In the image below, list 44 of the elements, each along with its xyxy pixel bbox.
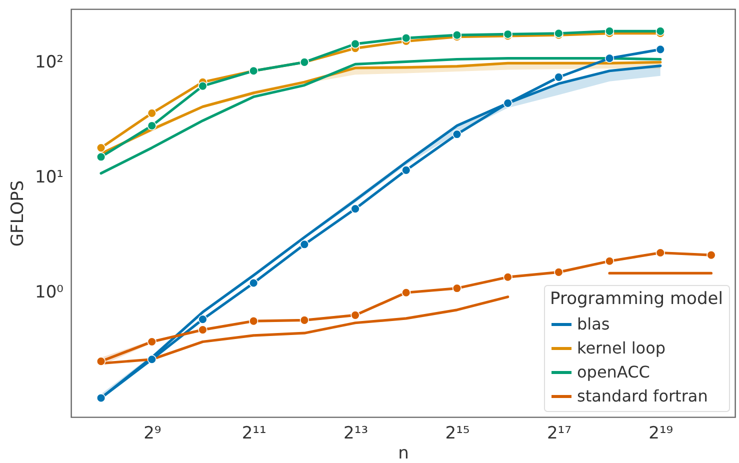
point <box>350 39 360 49</box>
legend-label: standard fortran <box>577 386 708 406</box>
legend-title: Programming model <box>550 289 723 309</box>
point <box>706 250 716 260</box>
point <box>96 143 106 152</box>
point <box>147 121 156 130</box>
x-tick-label: 2¹¹ <box>242 424 266 444</box>
point <box>604 256 614 266</box>
point <box>604 54 614 63</box>
point <box>350 204 360 214</box>
point <box>402 34 411 43</box>
point <box>96 152 106 162</box>
point <box>350 310 360 320</box>
x-tick-label: 2¹⁵ <box>445 424 470 444</box>
point <box>554 72 564 82</box>
point <box>248 278 258 288</box>
x-tick-label: 2⁹ <box>144 424 162 444</box>
point <box>300 240 310 249</box>
y-tick-label: 10¹ <box>35 168 64 188</box>
point <box>402 166 411 175</box>
point <box>503 98 512 108</box>
point <box>452 284 462 293</box>
point <box>198 325 208 334</box>
point <box>147 354 156 364</box>
point <box>147 108 156 118</box>
point <box>147 337 156 346</box>
point <box>96 393 106 403</box>
x-tick-label: 2¹⁷ <box>546 424 572 444</box>
point <box>198 314 208 324</box>
point <box>656 44 665 54</box>
point <box>198 81 208 91</box>
x-axis-title: n <box>398 444 409 463</box>
point <box>300 316 310 325</box>
point <box>96 356 106 366</box>
point <box>452 130 462 139</box>
x-tick-label: 2¹³ <box>344 424 368 444</box>
y-tick-label: 10² <box>35 52 64 73</box>
legend-label: blas <box>577 314 610 334</box>
y-tick-label: 10⁰ <box>35 282 64 303</box>
legend-label: kernel loop <box>577 338 666 358</box>
legend-label: openACC <box>577 362 650 382</box>
y-axis-title: GFLOPS <box>8 180 28 247</box>
point <box>554 268 564 277</box>
x-tick-label: 2¹⁹ <box>648 424 674 444</box>
